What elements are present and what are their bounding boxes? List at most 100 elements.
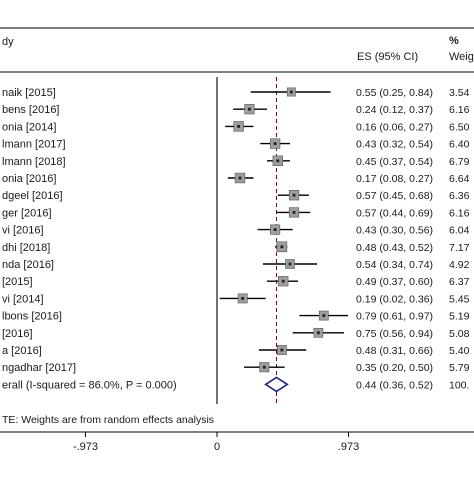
effect-point — [276, 159, 280, 163]
header-weight: Weig — [449, 51, 474, 63]
weight-text: 4.92 — [449, 259, 470, 271]
weight-text: 7.17 — [449, 242, 470, 254]
effect-point — [262, 365, 266, 369]
study-row: onia [2014] 0.16 (0.06, 0.27) 6.50 — [2, 121, 470, 133]
study-row: dgeel [2016] 0.57 (0.45, 0.68) 6.36 — [2, 190, 470, 202]
ci-text: 0.24 (0.12, 0.37) — [356, 104, 433, 116]
overall-label: erall (I-squared = 86.0%, P = 0.000) — [2, 379, 177, 391]
ci-text: 0.75 (0.56, 0.94) — [356, 328, 433, 340]
study-row: naik [2015] 0.55 (0.25, 0.84) 3.54 — [2, 87, 470, 99]
study-label: lmann [2018] — [2, 156, 66, 168]
header-study: dy — [2, 36, 14, 48]
x-tick-label: 0 — [214, 441, 220, 453]
weight-text: 6.40 — [449, 139, 470, 151]
footnote: TE: Weights are from random effects anal… — [2, 414, 214, 426]
overall-diamond — [264, 376, 289, 393]
effect-point — [288, 262, 292, 266]
weight-text: 6.79 — [449, 156, 470, 168]
study-label: lbons [2016] — [2, 311, 62, 323]
x-tick-label: -.973 — [73, 441, 98, 453]
study-row: bens [2016] 0.24 (0.12, 0.37) 6.16 — [2, 104, 470, 116]
weight-text: 6.16 — [449, 207, 470, 219]
study-label: dhi [2018] — [2, 242, 50, 254]
study-label: bens [2016] — [2, 104, 60, 116]
overall-row: erall (I-squared = 86.0%, P = 0.000) 0.44… — [2, 376, 469, 393]
study-row: ger [2016] 0.57 (0.44, 0.69) 6.16 — [2, 207, 470, 219]
study-row: vi [2014] 0.19 (0.02, 0.36) 5.45 — [2, 293, 470, 305]
study-label: a [2016] — [2, 345, 42, 357]
ci-text: 0.17 (0.08, 0.27) — [356, 173, 433, 185]
study-row: lmann [2017] 0.43 (0.32, 0.54) 6.40 — [2, 138, 470, 151]
effect-point — [292, 211, 296, 214]
ci-text: 0.35 (0.20, 0.50) — [356, 362, 433, 374]
study-label: onia [2016] — [2, 173, 56, 185]
ci-text: 0.45 (0.37, 0.54) — [356, 156, 433, 168]
study-label: vi [2016] — [2, 225, 44, 237]
effect-point — [248, 107, 251, 111]
study-row: vi [2016] 0.43 (0.30, 0.56) 6.04 — [2, 224, 470, 237]
effect-point — [237, 125, 241, 128]
study-row: lbons [2016] 0.79 (0.61, 0.97) 5.19 — [2, 311, 470, 323]
header-pct: % — [449, 35, 459, 47]
effect-point — [238, 176, 242, 180]
weight-text: 6.36 — [449, 190, 470, 202]
effect-point — [273, 142, 277, 145]
effect-point — [241, 297, 245, 300]
ci-text: 0.55 (0.25, 0.84) — [356, 87, 433, 99]
effect-point — [316, 331, 320, 335]
weight-text: 6.50 — [449, 121, 470, 133]
weight-text: 6.37 — [449, 276, 470, 288]
effect-point — [322, 314, 326, 317]
x-axis: -.973 0 .973 — [73, 432, 359, 453]
study-row: [2016] 0.75 (0.56, 0.94) 5.08 — [2, 328, 470, 340]
study-label: ngadhar [2017] — [2, 362, 76, 374]
ci-text: 0.57 (0.44, 0.69) — [356, 207, 433, 219]
plot-frame — [0, 27, 474, 433]
overall-weight-text: 100. — [449, 379, 469, 391]
ci-text: 0.43 (0.32, 0.54) — [356, 139, 433, 151]
study-label: dgeel [2016] — [2, 190, 63, 202]
weight-text: 3.54 — [449, 87, 470, 99]
weight-text: 5.19 — [449, 311, 470, 323]
header-es: ES (95% CI) — [357, 51, 418, 63]
effect-point — [280, 348, 284, 352]
ci-text: 0.19 (0.02, 0.36) — [356, 293, 433, 305]
study-label: [2016] — [2, 328, 33, 340]
study-row: dhi [2018] 0.48 (0.43, 0.52) 7.17 — [2, 241, 470, 254]
weight-text: 6.64 — [449, 173, 470, 185]
ci-text: 0.79 (0.61, 0.97) — [356, 311, 433, 323]
effect-point — [280, 245, 284, 249]
study-row: ngadhar [2017] 0.35 (0.20, 0.50) 5.79 — [2, 362, 470, 374]
effect-point — [289, 90, 293, 94]
ci-text: 0.57 (0.45, 0.68) — [356, 190, 433, 202]
weight-text: 5.79 — [449, 362, 470, 374]
weight-text: 5.40 — [449, 345, 470, 357]
study-label: [2015] — [2, 276, 33, 288]
ci-text: 0.43 (0.30, 0.56) — [356, 225, 433, 237]
weight-text: 5.45 — [449, 293, 470, 305]
ci-text: 0.48 (0.43, 0.52) — [356, 242, 433, 254]
weight-text: 6.04 — [449, 225, 470, 237]
study-label: vi [2014] — [2, 293, 44, 305]
overall-ci-text: 0.44 (0.36, 0.52) — [356, 379, 433, 391]
study-rows: naik [2015] 0.55 (0.25, 0.84) 3.54 bens [20… — [2, 87, 470, 374]
study-label: ger [2016] — [2, 207, 52, 219]
study-row: a [2016] 0.48 (0.31, 0.66) 5.40 — [2, 345, 470, 357]
weight-text: 6.16 — [449, 104, 470, 116]
study-row: nda [2016] 0.54 (0.34, 0.74) 4.92 — [2, 259, 470, 271]
study-label: lmann [2017] — [2, 139, 66, 151]
effect-point — [273, 228, 277, 231]
ci-text: 0.48 (0.31, 0.66) — [356, 345, 433, 357]
study-row: [2015] 0.49 (0.37, 0.60) 6.37 — [2, 276, 470, 288]
study-row: onia [2016] 0.17 (0.08, 0.27) 6.64 — [2, 172, 470, 185]
study-label: nda [2016] — [2, 259, 54, 271]
effect-point — [292, 193, 296, 197]
study-row: lmann [2018] 0.45 (0.37, 0.54) 6.79 — [2, 155, 470, 168]
effect-point — [281, 279, 285, 283]
ci-text: 0.49 (0.37, 0.60) — [356, 276, 433, 288]
study-label: naik [2015] — [2, 87, 56, 99]
ci-text: 0.16 (0.06, 0.27) — [356, 121, 433, 133]
ci-text: 0.54 (0.34, 0.74) — [356, 259, 433, 271]
